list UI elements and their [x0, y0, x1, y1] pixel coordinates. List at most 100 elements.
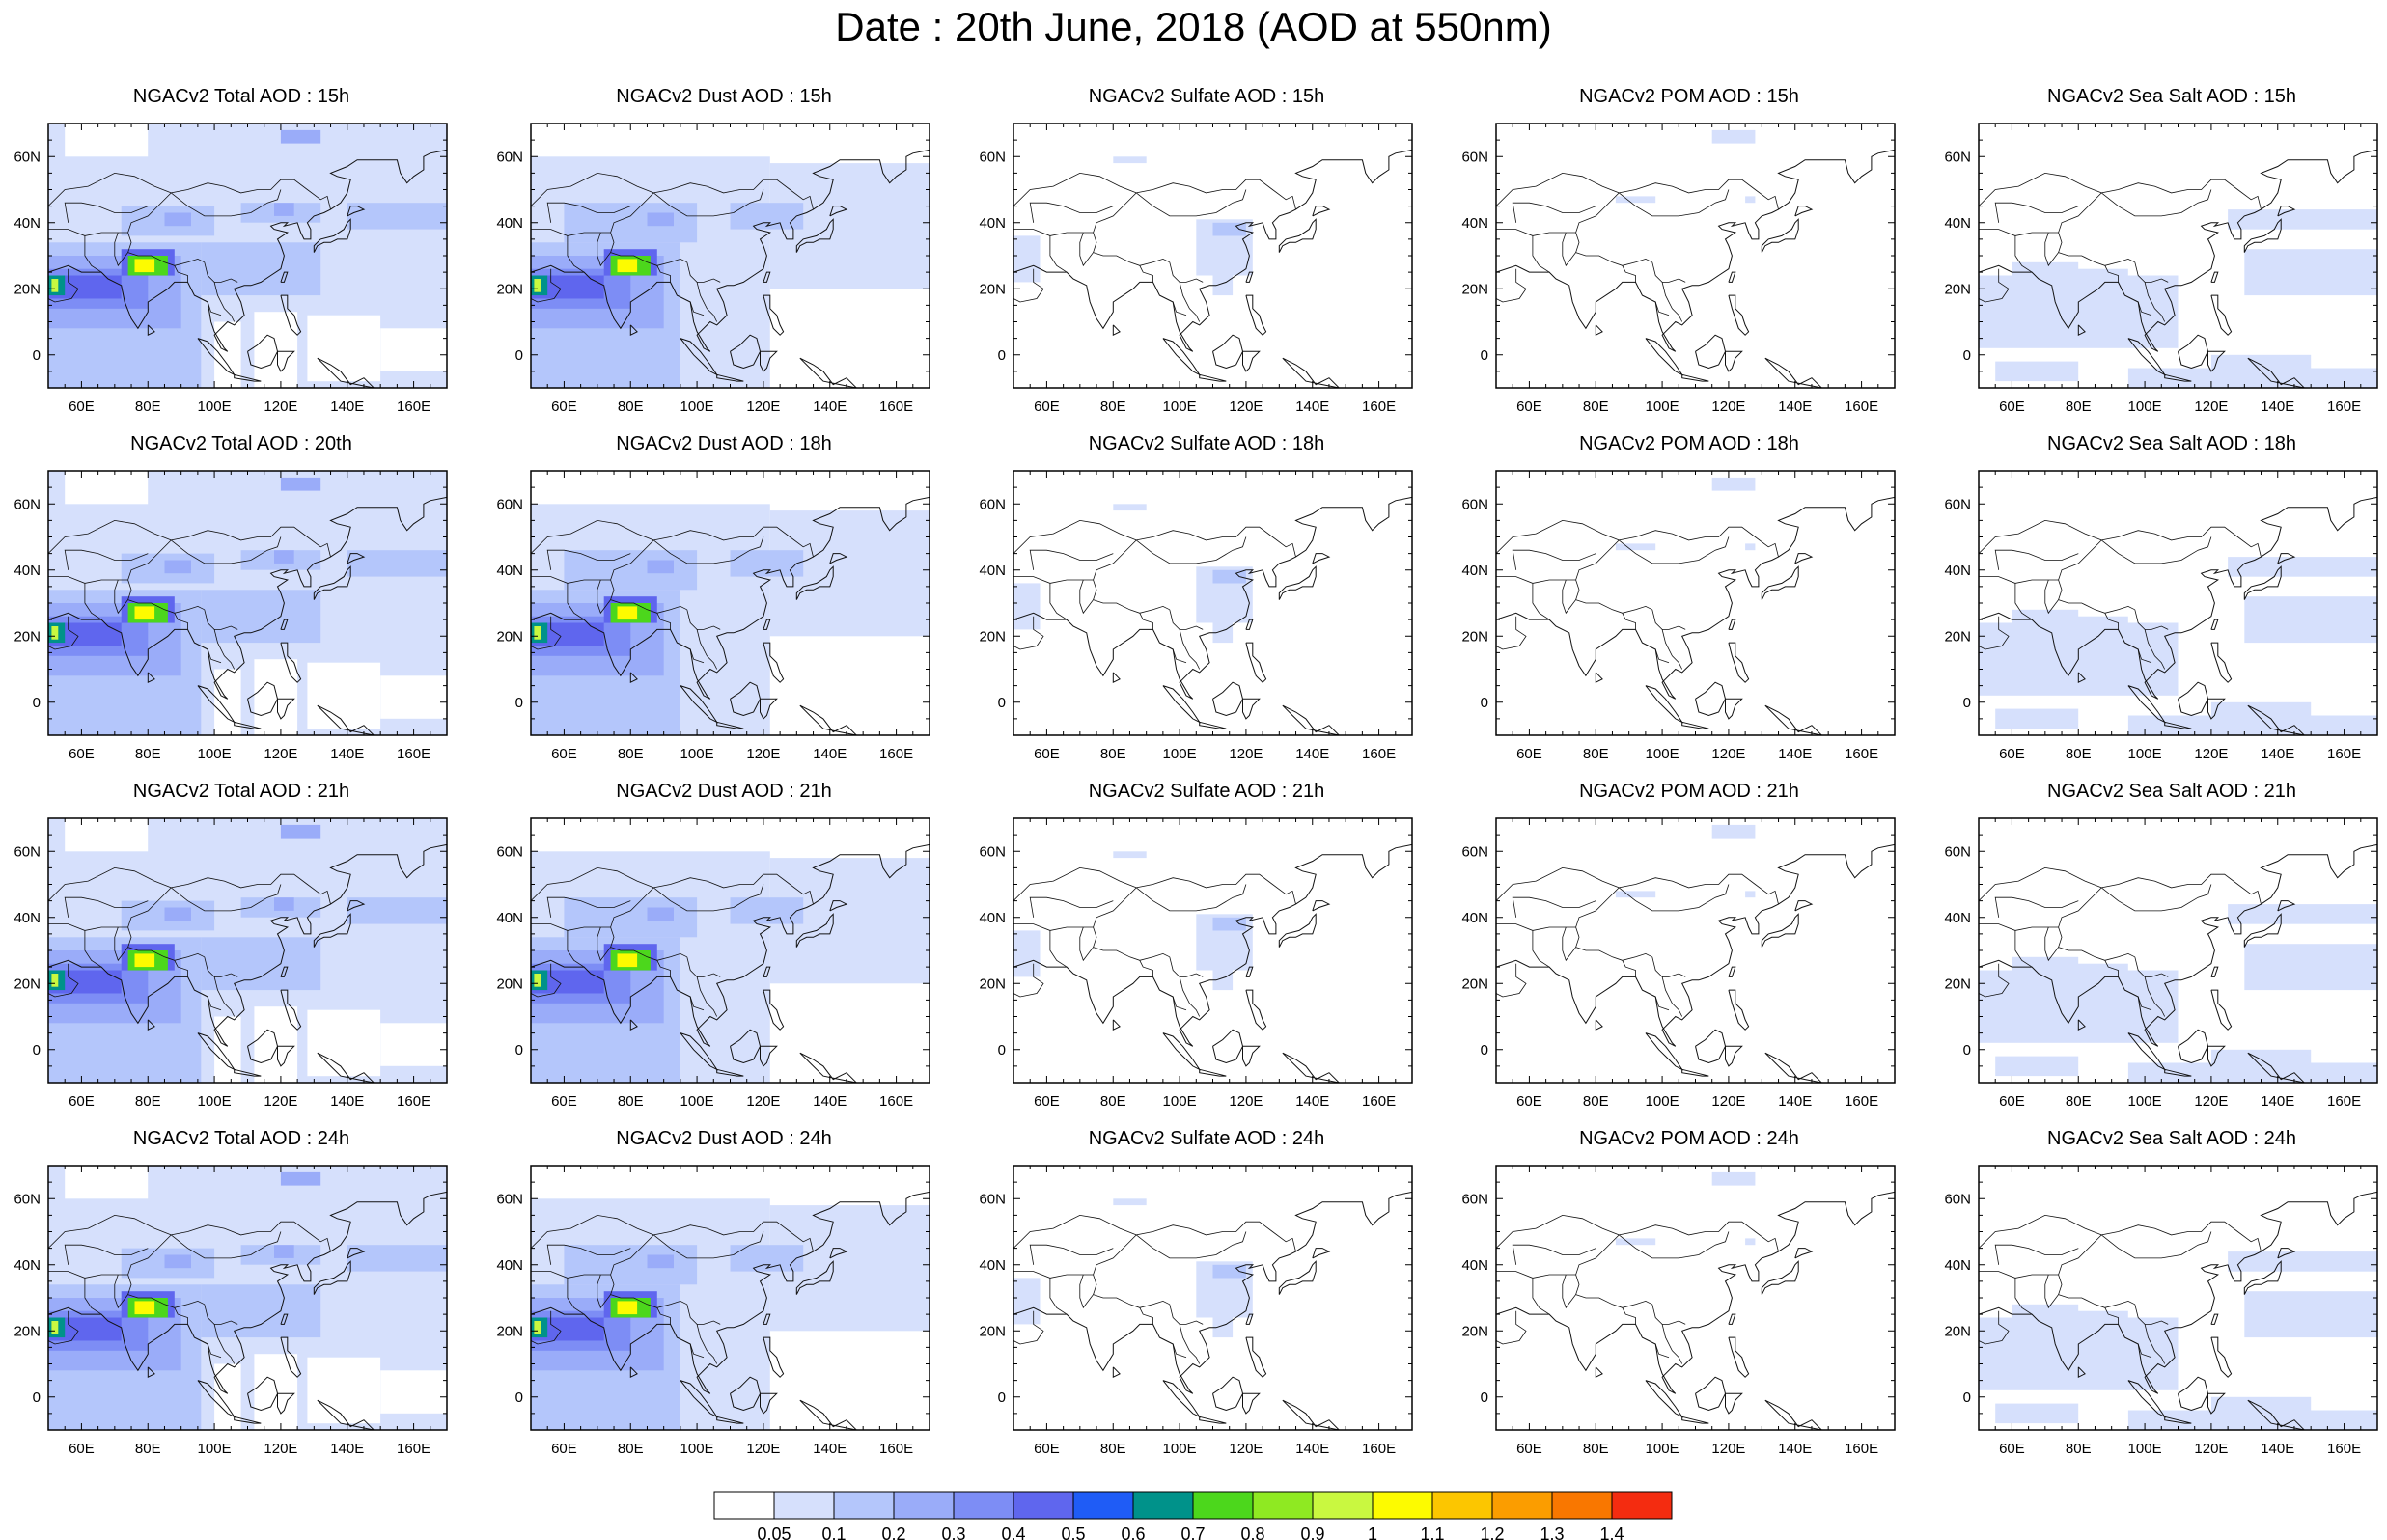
x-tick-label: 140E [813, 746, 847, 762]
aod-cell [254, 312, 298, 388]
aod-cell [1711, 1171, 1756, 1186]
x-tick-label: 60E [551, 1441, 577, 1457]
x-tick-label: 140E [2261, 1441, 2294, 1457]
x-tick-label: 160E [2327, 1441, 2361, 1457]
x-tick-label: 120E [264, 1093, 297, 1110]
x-tick-label: 80E [135, 746, 161, 762]
x-tick-label: 160E [879, 746, 913, 762]
y-tick-label: 60N [496, 843, 523, 860]
aod-cell [2228, 904, 2377, 924]
aod-cell [347, 897, 447, 924]
aod-cell [1212, 1264, 1246, 1279]
aod-cell [274, 1245, 294, 1258]
aod-cell [1615, 1238, 1656, 1246]
y-tick-label: 20N [1461, 281, 1488, 297]
y-tick-label: 0 [1481, 695, 1488, 711]
panel-title: NGACv2 Total AOD : 20th [130, 433, 352, 454]
aod-cell [617, 606, 638, 620]
panel-title: NGACv2 Dust AOD : 18h [616, 433, 832, 454]
x-tick-label: 120E [1229, 1441, 1263, 1457]
coastlines [1496, 1191, 1895, 1430]
aod-map: 60E 80E 100E 120E 140E 160E 60N 40N 20N 0 [1461, 1165, 1896, 1457]
x-tick-label: 120E [264, 1441, 297, 1457]
x-tick-label: 100E [1163, 1441, 1197, 1457]
panel-title: NGACv2 Sulfate AOD : 24h [1088, 1128, 1325, 1149]
panel-title: NGACv2 POM AOD : 18h [1579, 433, 1799, 454]
y-tick-label: 20N [496, 976, 523, 992]
map-panel: NGACv2 POM AOD : 24h 60E 80E 100E 120E 140E 16… [1448, 1127, 1930, 1474]
map-panel: NGACv2 Sea Salt AOD : 24h 60E 80E 100E 120E 1… [1930, 1127, 2387, 1474]
x-tick-label: 140E [2261, 1093, 2294, 1110]
x-tick-label: 80E [1100, 1441, 1126, 1457]
aod-cell [730, 897, 804, 924]
x-tick-label: 140E [2261, 746, 2294, 762]
x-tick-label: 60E [1516, 1093, 1542, 1110]
y-tick-label: 60N [1461, 496, 1488, 512]
x-tick-label: 80E [1100, 746, 1126, 762]
aod-field [531, 818, 930, 1083]
x-tick-label: 120E [746, 746, 780, 762]
aod-cell [1113, 156, 1147, 164]
panel-title: NGACv2 Sulfate AOD : 15h [1088, 86, 1325, 107]
aod-cell [1013, 1278, 1041, 1325]
y-tick-label: 20N [496, 1323, 523, 1339]
aod-cell [730, 203, 804, 230]
x-tick-label: 140E [1295, 1441, 1329, 1457]
y-tick-label: 60N [1461, 1191, 1488, 1207]
x-tick-label: 140E [330, 399, 364, 415]
aod-map: 60E 80E 100E 120E 140E 160E 60N 40N 20N 0 [979, 123, 1413, 415]
aod-cell [1212, 222, 1246, 236]
aod-cell [1212, 963, 1234, 991]
map-panel: NGACv2 Total AOD : 20th 60E 80E 100E 120E 140… [0, 432, 483, 780]
x-tick-label: 120E [2194, 399, 2228, 415]
aod-cell [2127, 1062, 2377, 1083]
y-tick-label: 20N [14, 281, 41, 297]
y-tick-label: 60N [496, 149, 523, 165]
aod-map: 60E 80E 100E 120E 140E 160E 60N 40N 20N 0 [14, 1165, 448, 1457]
aod-cell [647, 212, 674, 227]
y-tick-label: 0 [998, 695, 1006, 711]
x-tick-label: 80E [2066, 1441, 2092, 1457]
colorbar-label: 0.9 [1300, 1525, 1324, 1540]
panel-title: NGACv2 POM AOD : 15h [1579, 86, 1799, 107]
aod-cell [51, 626, 59, 640]
x-tick-label: 160E [1845, 1441, 1878, 1457]
map-panel: NGACv2 Sulfate AOD : 15h 60E 80E 100E 120E 14… [965, 85, 1448, 432]
aod-field [48, 471, 447, 735]
y-tick-label: 20N [979, 628, 1006, 645]
aod-cell [2127, 715, 2377, 735]
coastlines [1013, 496, 1412, 735]
y-tick-label: 40N [979, 215, 1006, 232]
colorbar-swatch [1551, 1491, 1613, 1520]
x-tick-label: 120E [1229, 1093, 1263, 1110]
aod-field [48, 818, 447, 1083]
aod-cell [65, 471, 149, 505]
y-tick-label: 20N [979, 281, 1006, 297]
x-tick-label: 60E [551, 1093, 577, 1110]
aod-cell [1615, 196, 1656, 204]
x-tick-label: 60E [1516, 1441, 1542, 1457]
aod-map: 60E 80E 100E 120E 140E 160E 60N 40N 20N 0 [14, 470, 448, 762]
aod-cell [1113, 1198, 1147, 1206]
aod-cell [274, 203, 294, 216]
x-tick-label: 140E [1778, 1093, 1812, 1110]
aod-cell [564, 550, 698, 591]
x-tick-label: 60E [1034, 1093, 1060, 1110]
aod-cell [1745, 1238, 1756, 1246]
x-tick-label: 100E [1646, 1093, 1679, 1110]
y-tick-label: 0 [1963, 1042, 1971, 1059]
y-tick-label: 60N [14, 843, 41, 860]
aod-cell [51, 279, 59, 292]
y-tick-label: 0 [1963, 347, 1971, 364]
x-tick-label: 160E [1362, 1441, 1396, 1457]
panel-title: NGACv2 Sea Salt AOD : 15h [2047, 86, 2296, 107]
x-tick-label: 60E [69, 1441, 95, 1457]
aod-cell [347, 203, 447, 230]
map-panel: NGACv2 POM AOD : 18h 60E 80E 100E 120E 140E 16… [1448, 432, 1930, 780]
aod-cell [214, 1016, 241, 1083]
panel-title: NGACv2 Sulfate AOD : 21h [1088, 781, 1325, 802]
coastlines [1013, 149, 1412, 388]
aod-cell [201, 937, 321, 991]
aod-cell [254, 1354, 298, 1430]
aod-cell [347, 550, 447, 577]
